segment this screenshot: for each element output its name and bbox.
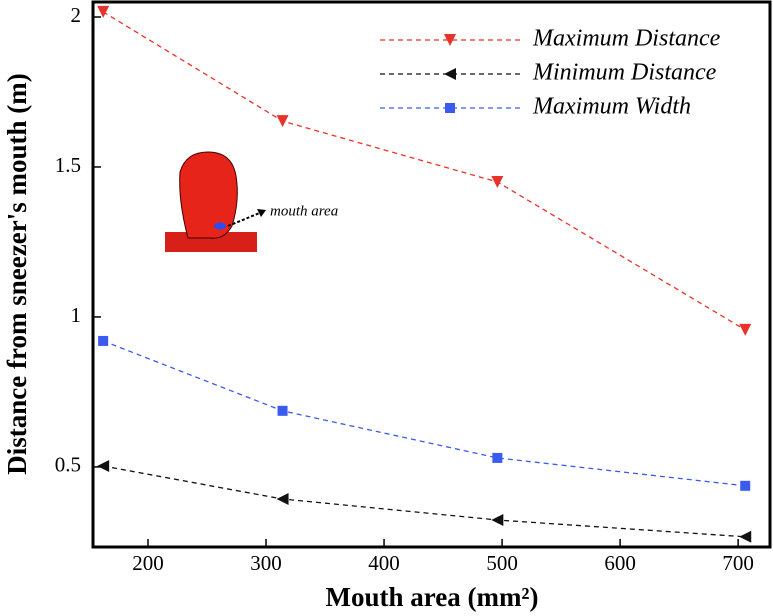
annotation: mouth area bbox=[270, 203, 338, 219]
legend-marker bbox=[445, 103, 455, 113]
inset-head bbox=[165, 151, 257, 252]
data-point bbox=[740, 480, 751, 491]
data-point bbox=[97, 5, 110, 18]
y-axis-label: Distance from sneezer's mouth (m) bbox=[2, 73, 32, 474]
data-point bbox=[739, 530, 752, 543]
x-tick-label: 300 bbox=[250, 551, 282, 575]
data-point bbox=[739, 323, 752, 336]
x-tick-label: 500 bbox=[486, 551, 518, 575]
series-line bbox=[102, 340, 746, 487]
x-axis-label: Mouth area (mm²) bbox=[325, 582, 538, 612]
y-tick-label: 1.5 bbox=[55, 153, 81, 177]
series-line bbox=[102, 11, 746, 331]
data-point bbox=[276, 115, 289, 128]
series-line bbox=[103, 465, 746, 538]
x-tick-label: 700 bbox=[722, 551, 754, 575]
annotation-arrowhead bbox=[257, 209, 266, 217]
legend-label: Minimum Distance bbox=[532, 60, 717, 86]
legend-marker bbox=[444, 68, 456, 80]
data-point bbox=[491, 175, 504, 188]
y-tick-label: 2 bbox=[71, 3, 82, 27]
data-point bbox=[277, 405, 288, 416]
legend-label: Maximum Distance bbox=[532, 26, 721, 52]
data-point bbox=[492, 452, 503, 463]
y-tick-label: 1 bbox=[71, 303, 82, 327]
legend-marker bbox=[444, 34, 456, 46]
plot-frame bbox=[91, 0, 772, 549]
x-tick-label: 600 bbox=[604, 551, 636, 575]
x-tick-label: 400 bbox=[368, 551, 400, 575]
data-point bbox=[276, 493, 289, 506]
data-point bbox=[98, 335, 109, 346]
x-tick-label: 200 bbox=[132, 551, 164, 575]
data-point bbox=[97, 460, 110, 473]
data-point bbox=[491, 514, 504, 527]
y-tick-label: 0.5 bbox=[55, 453, 81, 477]
legend-label: Maximum Width bbox=[532, 94, 691, 120]
annotation-arrow bbox=[227, 211, 263, 227]
